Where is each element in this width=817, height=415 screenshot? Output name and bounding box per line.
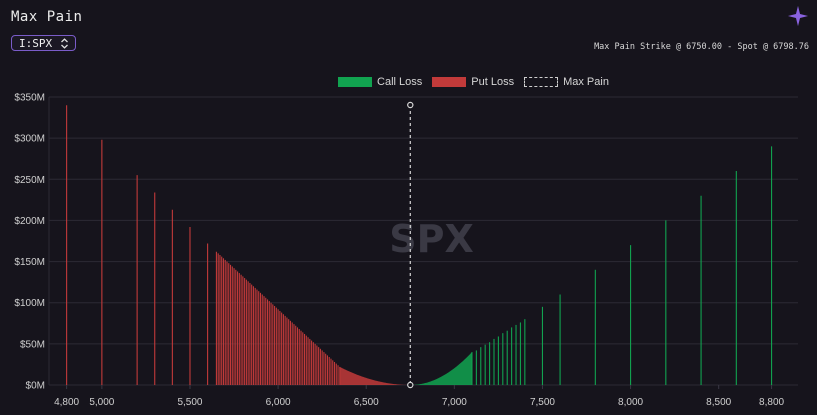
x-tick-label: 8,500	[706, 397, 731, 408]
x-tick-label: 5,500	[177, 397, 202, 408]
max-pain-line	[407, 101, 414, 389]
x-tick-label: 8,000	[618, 397, 643, 408]
legend-swatch-call	[338, 77, 373, 87]
chevron-updown-icon	[61, 37, 69, 49]
x-tick-label: 7,000	[442, 397, 467, 408]
y-tick-label: $0M	[26, 381, 45, 392]
x-tick-label: 8,800	[759, 397, 784, 408]
max-pain-top-marker	[407, 101, 414, 109]
chart-legend: Call Loss Put Loss Max Pain	[0, 76, 817, 88]
y-tick-label: $200M	[14, 216, 45, 227]
chart-watermark: SPX	[389, 217, 474, 261]
legend-swatch-put	[432, 77, 467, 87]
legend-label-put: Put Loss	[471, 76, 515, 88]
y-tick-label: $150M	[14, 257, 45, 268]
legend-label-call: Call Loss	[377, 76, 423, 88]
y-tick-label: $250M	[14, 175, 45, 186]
chart-grid	[48, 96, 798, 386]
ticker-select-value: I:SPX	[19, 36, 53, 50]
chart-bars	[66, 105, 773, 385]
call-loss-area	[410, 352, 472, 385]
legend-item-put[interactable]: Put Loss	[432, 76, 514, 88]
ticker-select[interactable]: I:SPX	[11, 35, 77, 51]
legend-label-max-pain: Max Pain	[563, 76, 609, 88]
y-tick-label: $300M	[14, 134, 45, 145]
y-tick-label: $50M	[20, 339, 45, 350]
legend-swatch-max-pain	[524, 77, 559, 87]
x-tick-label: 4,800	[54, 397, 79, 408]
max-pain-bottom-marker	[407, 381, 414, 389]
chart-axis: $0M $50M $100M $150M $200M $250M $300M $350M 4,8…	[14, 93, 784, 409]
x-tick-label: 6,500	[354, 397, 379, 408]
x-tick-label: 7,500	[530, 397, 555, 408]
page-title: Max Pain	[11, 9, 83, 25]
y-tick-label: $350M	[14, 93, 45, 104]
sparkle-icon[interactable]	[787, 5, 809, 27]
put-loss-area	[339, 366, 411, 385]
legend-item-call[interactable]: Call Loss	[338, 76, 422, 88]
max-pain-summary: Max Pain Strike @ 6750.00 - Spot @ 6798.…	[594, 42, 809, 52]
x-tick-label: 5,000	[89, 397, 114, 408]
legend-item-max-pain[interactable]: Max Pain	[524, 76, 609, 88]
y-tick-label: $100M	[14, 298, 45, 309]
x-tick-label: 6,000	[266, 397, 291, 408]
